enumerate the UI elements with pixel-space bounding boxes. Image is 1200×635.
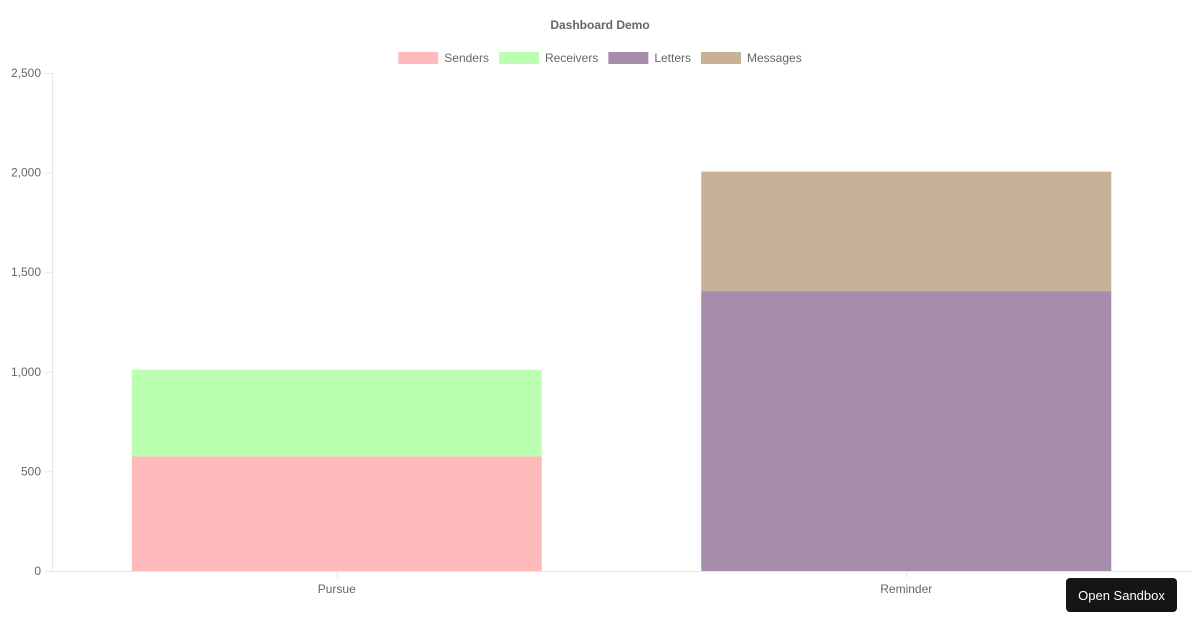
x-tick-label-reminder: Reminder: [880, 582, 932, 596]
y-tick-label: 1,000: [11, 365, 41, 379]
legend-label-senders: Senders: [444, 51, 489, 65]
x-axis-labels: Pursue Reminder: [318, 571, 932, 596]
bar-letters-reminder[interactable]: [701, 291, 1112, 571]
bar-receivers-pursue[interactable]: [131, 369, 542, 457]
x-tick-label-pursue: Pursue: [318, 582, 356, 596]
legend-label-receivers: Receivers: [545, 51, 598, 65]
legend-label-messages: Messages: [747, 51, 802, 65]
legend-swatch-letters[interactable]: [608, 52, 649, 64]
chart-title: Dashboard Demo: [550, 18, 649, 32]
legend-swatch-messages[interactable]: [701, 52, 742, 64]
y-axis-ticks: 0 500 1,000 1,500 2,000 2,500: [11, 66, 52, 578]
y-tick-label: 2,000: [11, 166, 41, 180]
y-tick-label: 500: [21, 464, 41, 478]
y-tick-label: 0: [34, 564, 41, 578]
legend-label-letters: Letters: [654, 51, 691, 65]
y-tick-label: 2,500: [11, 66, 41, 80]
open-sandbox-button[interactable]: Open Sandbox: [1066, 578, 1177, 612]
legend-swatch-senders[interactable]: [398, 52, 439, 64]
y-tick-label: 1,500: [11, 265, 41, 279]
legend-swatch-receivers[interactable]: [498, 52, 539, 64]
bar-senders-pursue[interactable]: [131, 456, 542, 571]
bars: [131, 171, 1112, 571]
legend: Senders Receivers Letters Messages: [398, 51, 802, 65]
bar-messages-reminder[interactable]: [701, 171, 1112, 292]
